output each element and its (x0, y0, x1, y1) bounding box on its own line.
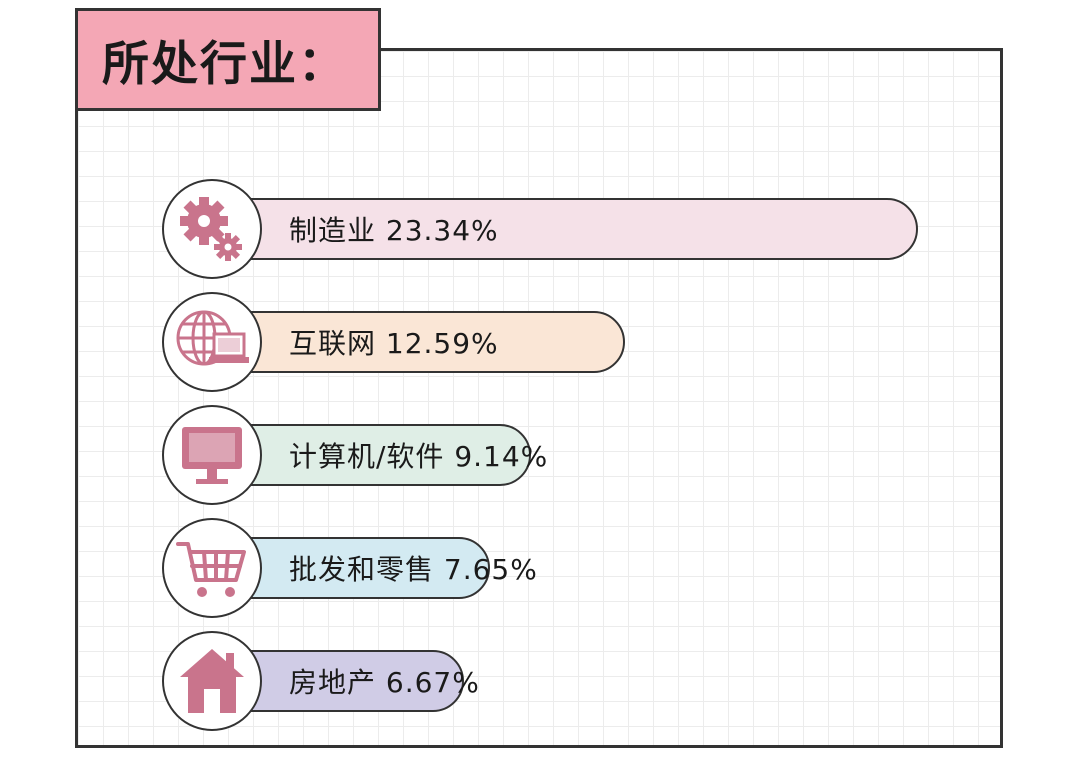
title-box: 所处行业： (75, 8, 381, 111)
bar: 互联网 12.59% (212, 311, 626, 373)
monitor-icon (162, 405, 262, 505)
bar-label: 房地产 6.67% (289, 666, 480, 699)
bar: 制造业 23.34% (212, 198, 918, 260)
chart-title: 所处行业： (102, 37, 347, 92)
chart-frame (75, 48, 1003, 748)
gears-icon (162, 179, 262, 279)
bar-label: 制造业 23.34% (289, 214, 499, 247)
house-icon (162, 631, 262, 731)
bar-label: 批发和零售 7.65% (289, 553, 538, 586)
shopping-cart-icon (162, 518, 262, 618)
globe-laptop-icon (162, 292, 262, 392)
bar-label: 计算机/软件 9.14% (289, 440, 549, 473)
bar-label: 互联网 12.59% (289, 327, 499, 360)
bar: 计算机/软件 9.14% (212, 424, 547, 486)
